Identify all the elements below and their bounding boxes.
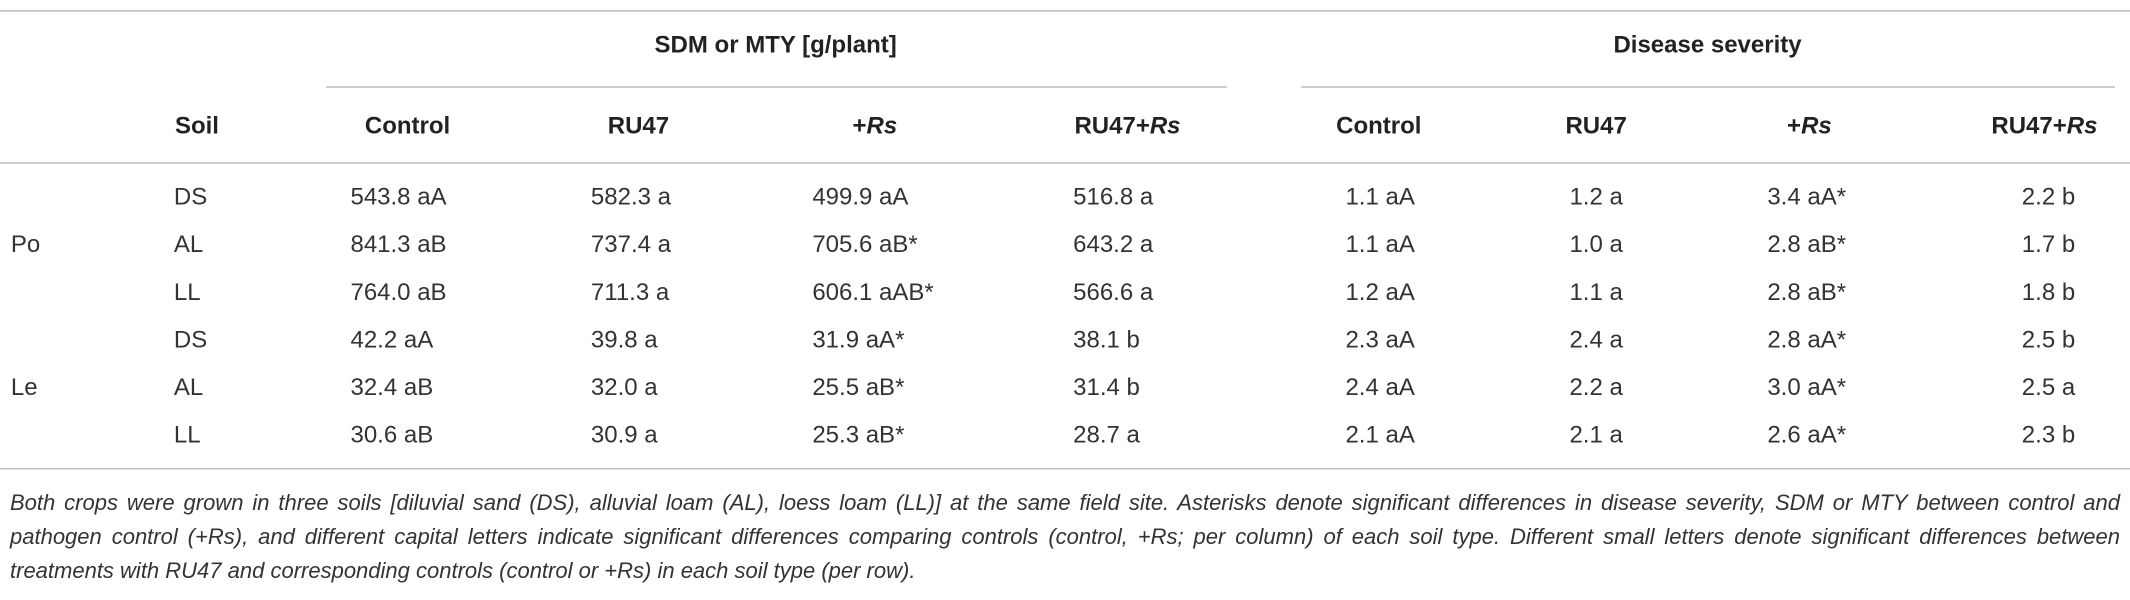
column-header: RU47+Rs [1074, 113, 1180, 140]
column-header: +Rs [1787, 113, 1832, 140]
data-cell: 499.9 aA [812, 184, 908, 211]
header-part: Rs [1150, 113, 1181, 140]
data-cell: 2.1 a [1569, 421, 1623, 448]
data-cell: 737.4 a [591, 231, 672, 258]
soil-cell: DS [174, 184, 207, 211]
header-part: Control [365, 113, 450, 140]
header-part: Rs [2067, 113, 2098, 140]
data-cell: 764.0 aB [350, 279, 446, 306]
header-part: Rs [866, 113, 897, 140]
crop-label: Le [11, 374, 38, 401]
header-part: RU47 [1565, 113, 1626, 140]
table: SDM or MTY [g/plant] Disease severity Soil… [0, 10, 2130, 470]
data-cell: 2.3 b [2022, 421, 2075, 448]
soil-cell: LL [174, 279, 201, 306]
data-cell: 2.8 aA* [1767, 326, 1846, 353]
group-header: SDM or MTY [g/plant] [655, 32, 897, 59]
data-cell: 566.6 a [1073, 279, 1154, 306]
data-cell: 32.4 aB [350, 374, 433, 401]
data-cell: 42.2 aA [350, 326, 433, 353]
data-cell: 1.2 a [1569, 184, 1623, 211]
soil-cell: AL [174, 231, 203, 258]
soil-cell: AL [174, 374, 203, 401]
data-cell: 582.3 a [591, 184, 672, 211]
column-header: RU47 [608, 113, 669, 140]
header-part: + [1787, 113, 1801, 140]
data-cell: 841.3 aB [350, 231, 446, 258]
data-cell: 2.6 aA* [1767, 421, 1846, 448]
crop-label: Po [11, 231, 40, 258]
data-cell: 2.4 a [1569, 326, 1623, 353]
data-cell: 543.8 aA [350, 184, 446, 211]
data-cell: 2.2 b [2022, 184, 2075, 211]
column-header: Soil [175, 113, 219, 140]
footnote: Both crops were grown in three soils [di… [10, 490, 2120, 583]
data-cell: 28.7 a [1073, 421, 1140, 448]
header-part: Control [1336, 113, 1421, 140]
header-part: RU47 [608, 113, 669, 140]
data-cell: 1.1 a [1569, 279, 1623, 306]
data-cell: 516.8 a [1073, 184, 1154, 211]
group-header: Disease severity [1613, 32, 1802, 59]
data-cell: 2.1 aA [1345, 421, 1414, 448]
data-cell: 705.6 aB* [812, 231, 917, 258]
data-cell: 2.8 aB* [1767, 231, 1846, 258]
data-cell: 1.1 aA [1345, 184, 1414, 211]
data-cell: 25.5 aB* [812, 374, 904, 401]
column-header: RU47 [1565, 113, 1626, 140]
column-header: RU47+Rs [1991, 113, 2097, 140]
header-part: Soil [175, 113, 219, 140]
column-header: Control [1336, 113, 1421, 140]
data-cell: 3.4 aA* [1767, 184, 1846, 211]
data-cell: 711.3 a [591, 279, 670, 306]
data-cell: 2.5 a [2022, 374, 2076, 401]
data-cell: 1.7 b [2022, 231, 2075, 258]
column-header: +Rs [852, 113, 897, 140]
data-cell: 2.8 aB* [1767, 279, 1846, 306]
data-cell: 30.9 a [591, 421, 658, 448]
header-part: Rs [1801, 113, 1832, 140]
data-cell: 606.1 aAB* [812, 279, 933, 306]
data-cell: 30.6 aB [350, 421, 433, 448]
header-part: RU47+ [1074, 113, 1149, 140]
data-cell: 38.1 b [1073, 326, 1140, 353]
data-cell: 643.2 a [1073, 231, 1154, 258]
data-cell: 32.0 a [591, 374, 658, 401]
soil-cell: DS [174, 326, 207, 353]
data-cell: 1.1 aA [1345, 231, 1414, 258]
data-cell: 2.3 aA [1345, 326, 1414, 353]
data-cell: 3.0 aA* [1767, 374, 1846, 401]
data-cell: 1.0 a [1569, 231, 1623, 258]
data-cell: 31.9 aA* [812, 326, 904, 353]
data-cell: 25.3 aB* [812, 421, 904, 448]
header-part: RU47+ [1991, 113, 2066, 140]
data-cell: 1.2 aA [1345, 279, 1414, 306]
header-part: + [852, 113, 866, 140]
data-cell: 2.2 a [1569, 374, 1623, 401]
data-cell: 1.8 b [2022, 279, 2075, 306]
data-cell: 2.4 aA [1345, 374, 1414, 401]
soil-cell: LL [174, 421, 201, 448]
data-cell: 31.4 b [1073, 374, 1140, 401]
data-cell: 39.8 a [591, 326, 658, 353]
data-cell: 2.5 b [2022, 326, 2075, 353]
column-header: Control [365, 113, 450, 140]
